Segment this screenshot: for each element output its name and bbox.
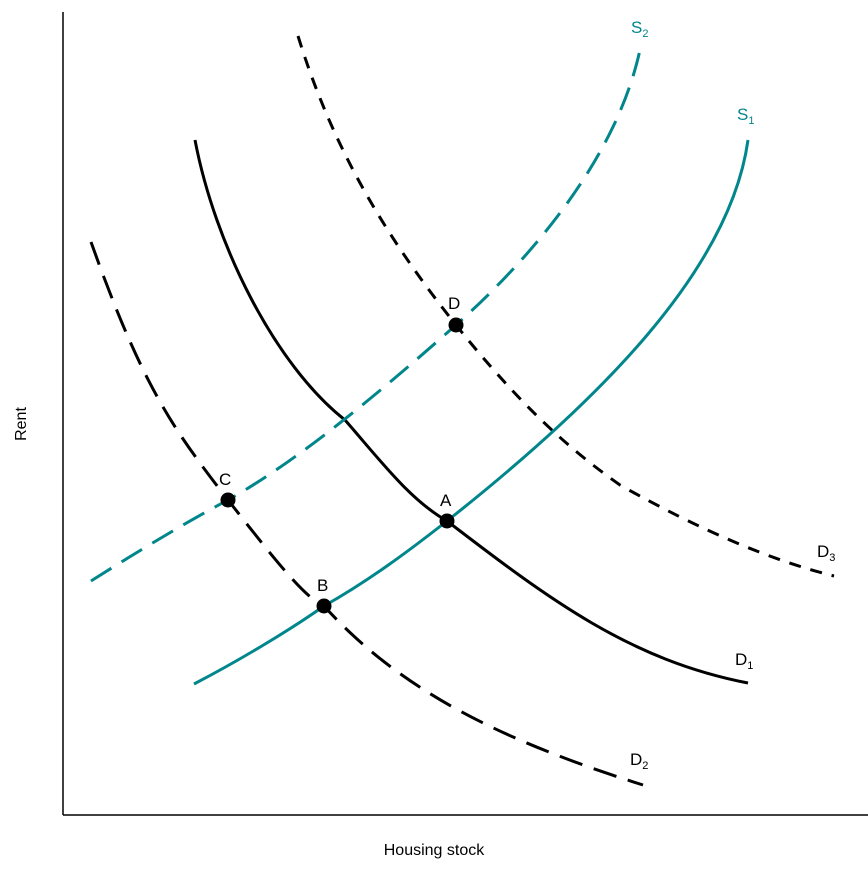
y-axis-title: Rent xyxy=(13,407,30,441)
curve-s1 xyxy=(193,139,750,686)
curve-d1 xyxy=(193,139,749,685)
label-d2: D2 xyxy=(630,750,648,772)
point-d-label: D xyxy=(448,294,460,313)
point-d-marker xyxy=(448,317,464,333)
label-d1: D1 xyxy=(735,650,753,672)
curve-d2 xyxy=(89,241,644,787)
point-a-marker xyxy=(439,513,455,529)
point-b-marker xyxy=(316,598,332,614)
label-s1: S1 xyxy=(737,105,754,127)
point-a-label: A xyxy=(440,491,452,510)
point-b-label: B xyxy=(317,576,328,595)
curve-d3 xyxy=(296,35,835,578)
curve-s2 xyxy=(90,44,643,583)
label-s2: S2 xyxy=(631,18,648,40)
x-axis-title: Housing stock xyxy=(383,842,485,859)
label-d3: D3 xyxy=(817,542,835,564)
point-c-marker xyxy=(220,492,236,508)
point-c-label: C xyxy=(219,470,231,489)
